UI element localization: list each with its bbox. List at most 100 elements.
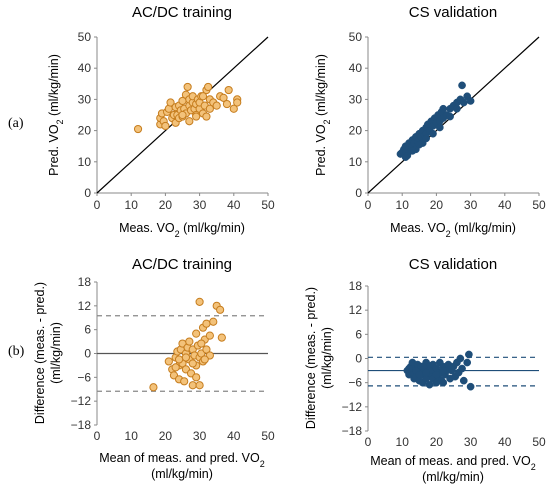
x-tick-label: 30: [193, 429, 207, 443]
data-point: [185, 117, 194, 126]
data-point: [205, 331, 214, 340]
data-point: [415, 140, 424, 149]
y-axis-label-units: (ml/kg/min): [320, 327, 334, 389]
x-tick-label: 30: [464, 198, 478, 212]
data-point: [229, 104, 238, 113]
y-tick-label: −12: [71, 394, 92, 408]
data-point: [456, 354, 465, 363]
y-tick-label: 40: [349, 61, 363, 75]
chart-cs-validation-scatter: CS validation 0 10 20 30 40 50 0 10 20 30 40 50 Meas.…: [314, 4, 546, 239]
chart-title: CS validation: [409, 4, 497, 21]
x-tick-label: 10: [396, 198, 410, 212]
y-tick-label: 0: [84, 347, 91, 361]
data-point: [212, 101, 221, 110]
x-tick-label: 30: [464, 435, 478, 449]
data-point: [180, 377, 189, 386]
x-tick-label: 30: [193, 198, 207, 212]
x-tick-label: 50: [532, 435, 546, 449]
y-tick-label: 0: [84, 186, 91, 200]
y-axis-label: Pred. VO2 (ml/kg/min): [47, 54, 65, 176]
data-point: [183, 82, 192, 92]
data-point: [161, 121, 170, 131]
x-axis-label: Meas. VO2 (ml/kg/min): [390, 221, 516, 239]
x-tick-label: 50: [532, 198, 546, 212]
data-point: [209, 317, 218, 326]
x-tick-label: 0: [94, 198, 101, 212]
data-point: [233, 98, 242, 107]
x-tick-label: 20: [430, 435, 444, 449]
data-point: [181, 353, 191, 362]
data-point: [185, 337, 194, 346]
x-tick-label: 10: [125, 429, 139, 443]
data-point: [174, 355, 184, 364]
x-tick-label: 0: [94, 429, 101, 443]
data-point: [432, 370, 441, 379]
data-point: [466, 382, 475, 391]
data-point: [405, 364, 413, 373]
x-tick-label: 40: [498, 198, 512, 212]
y-tick-label: 10: [349, 155, 363, 169]
data-point: [204, 82, 213, 92]
data-point: [439, 104, 448, 113]
data-point: [216, 305, 225, 314]
data-point: [195, 381, 204, 390]
data-point: [446, 112, 454, 121]
data-point: [202, 319, 211, 328]
y-tick-label: 20: [78, 124, 92, 138]
x-tick-label: 40: [227, 429, 241, 443]
data-point: [439, 378, 448, 387]
y-tick-label: 18: [78, 275, 92, 289]
y-tick-label: −6: [77, 370, 91, 384]
data-point: [459, 376, 468, 385]
y-tick-label: 30: [78, 92, 92, 106]
data-point: [149, 383, 158, 392]
data-point: [133, 124, 143, 134]
chart-title: CS validation: [409, 256, 497, 273]
data-point: [439, 366, 448, 375]
x-tick-label: 10: [396, 435, 410, 449]
y-tick-label: 20: [349, 124, 363, 138]
data-point: [217, 333, 226, 342]
y-axis-label: Difference (meas. - pred.): [33, 282, 47, 424]
data-point: [458, 364, 466, 373]
data-point: [192, 373, 201, 382]
data-point: [202, 112, 211, 121]
y-tick-label: 6: [84, 323, 91, 337]
data-point: [197, 339, 206, 348]
data-point: [418, 362, 427, 371]
data-point: [188, 381, 197, 390]
y-axis-label: Pred. VO2 (ml/kg/min): [314, 54, 332, 176]
y-tick-label: 50: [349, 30, 363, 44]
data-point: [192, 112, 201, 121]
chart-title: AC/DC training: [132, 4, 232, 21]
x-tick-label: 40: [498, 435, 512, 449]
y-tick-label: −18: [71, 418, 92, 432]
data-point: [171, 363, 180, 372]
y-tick-label: 6: [355, 327, 362, 341]
y-tick-label: −6: [348, 376, 362, 390]
panel-label-a: (a): [8, 116, 24, 131]
y-tick-label: 30: [349, 92, 363, 106]
data-point: [224, 85, 233, 95]
data-point: [164, 357, 173, 366]
data-point: [200, 355, 209, 364]
x-tick-label: 20: [159, 429, 173, 443]
y-tick-label: 50: [78, 30, 92, 44]
data-point: [178, 110, 187, 120]
x-tick-label: 50: [261, 198, 275, 212]
x-axis-label: Meas. VO2 (ml/kg/min): [119, 221, 245, 239]
y-axis-label-units: (ml/kg/min): [49, 322, 63, 384]
x-axis-label: Mean of meas. and pred. VO2: [370, 454, 536, 472]
x-tick-label: 10: [125, 198, 139, 212]
chart-acdc-training-scatter: AC/DC training 0 10 20 30 40 50 0 10 20 30 40 50 Meas…: [47, 4, 275, 239]
data-point: [422, 134, 430, 143]
data-point: [466, 97, 475, 105]
x-axis-label-units: (ml/kg/min): [422, 470, 484, 484]
data-point: [408, 147, 417, 155]
panel-label-b: (b): [8, 344, 25, 359]
data-point: [415, 370, 424, 379]
data-point: [188, 359, 197, 368]
